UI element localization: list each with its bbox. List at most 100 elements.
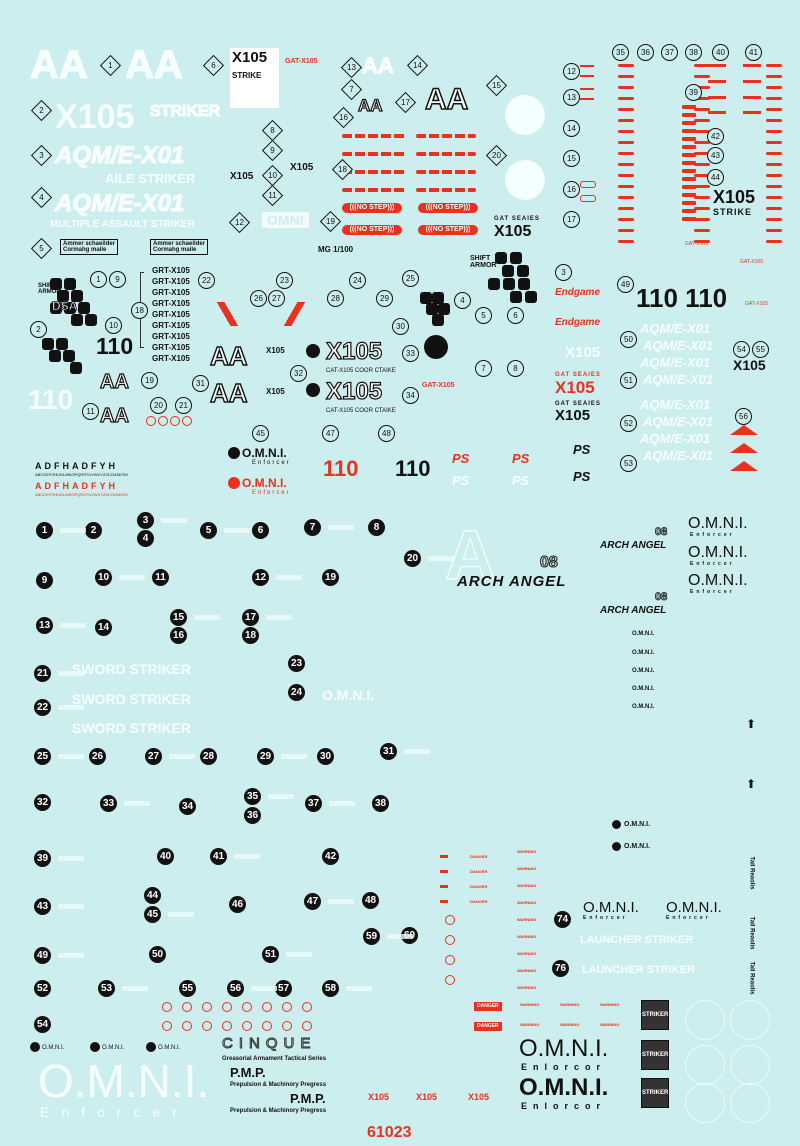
red-mark [618, 163, 634, 166]
x105-black-logo: X105 [555, 407, 591, 424]
red-arrow-mark [440, 870, 448, 873]
diamond-number-marker: 8 [261, 119, 284, 142]
aa-logo-white: AA [125, 43, 184, 87]
circle-number-marker: 8 [507, 360, 524, 377]
aqm-item: AQM/E-X01 [640, 397, 711, 412]
ps-logo-black: PS [573, 442, 591, 457]
black-number-marker: 30 [317, 748, 334, 765]
arch-angel-logo: ARCH ANGEL [600, 605, 667, 616]
black-number-marker: 10 [95, 569, 112, 586]
red-dash-stripe [416, 188, 476, 192]
red-mark [766, 196, 782, 199]
circle-number-marker: 20 [150, 397, 167, 414]
gat-x105-text: GAT-X105 [422, 382, 455, 389]
red-mark [694, 75, 710, 78]
black-number-marker: 53 [98, 980, 115, 997]
endgame-logo: Endgame [555, 317, 601, 328]
x105-strike-logo: X105 [713, 187, 756, 207]
red-ring-mark [242, 1002, 252, 1012]
red-mark [618, 218, 634, 221]
circle-number-marker: 33 [402, 345, 419, 362]
red-dash-stripe [416, 170, 476, 174]
hexagon-cell [510, 252, 522, 264]
aqm-item: AQM/E-X01 [643, 338, 714, 353]
danger-label: DANGER [470, 869, 488, 874]
diamond-number-marker: 18 [331, 158, 354, 181]
white-emblem [505, 160, 545, 200]
red-mark [694, 130, 710, 133]
alphabet-small-red: ABCDEFGHIJKLMNOPQRSTUVWXYZ0123456789 [35, 492, 128, 497]
black-number-marker: 45 [144, 906, 161, 923]
black-number-marker: 24 [288, 684, 305, 701]
mg-scale-text: MG 1/100 [318, 245, 354, 254]
danger-label: DANGER [470, 884, 488, 889]
hexagon-cell [426, 303, 438, 315]
circle-number-marker: 49 [617, 276, 634, 293]
circle-number-marker: 48 [378, 425, 395, 442]
hexagon-cell [42, 338, 54, 350]
enforcer-text: Enforcer [690, 532, 735, 538]
hexagon-cell [50, 302, 62, 314]
black-number-marker: 76 [552, 960, 569, 977]
red-mark [694, 240, 710, 243]
black-number-marker: 46 [229, 896, 246, 913]
diamond-number-marker: 11 [261, 184, 284, 207]
black-number-marker: 35 [244, 788, 261, 805]
omni-white: O.M.N.I. [322, 687, 375, 703]
hexagon-cell [78, 302, 90, 314]
diamond-number-marker: 3 [30, 144, 53, 167]
x105-small-label: X105 [266, 346, 285, 355]
cat-caption: CAT-X105 COOR CTAIKE [326, 368, 396, 374]
black-number-marker: 16 [170, 627, 187, 644]
red-ring-mark [182, 416, 192, 426]
number-08: 08 [655, 526, 668, 538]
diamond-number-marker: 10 [261, 164, 284, 187]
sword-striker-text: SWORD STRIKER [72, 720, 191, 736]
warning-label: WARNING [517, 849, 537, 854]
red-mark [682, 161, 696, 165]
omni-emblem [612, 842, 621, 851]
omni-white-box: OMNI [262, 212, 309, 228]
ammer-label: Ammer schaeilder Cormahg maile [60, 239, 119, 255]
marker-number: 14 [413, 61, 422, 70]
circle-number-marker: 43 [707, 147, 724, 164]
circle-number-marker: 14 [563, 120, 580, 137]
red-mark [580, 75, 594, 77]
white-bar-decal [58, 953, 84, 958]
red-mark [682, 129, 696, 133]
aqm-item: AQM/E-X01 [640, 321, 711, 336]
danger-label: DANGER [470, 899, 488, 904]
white-bar-decal [286, 952, 312, 957]
striker-badge: STRIKER [641, 1078, 669, 1108]
red-mark [618, 64, 634, 67]
circle-number-marker: 45 [252, 425, 269, 442]
black-number-marker: 38 [372, 795, 389, 812]
endgame-logo: Endgame [555, 287, 601, 298]
white-bar-decal [58, 754, 84, 759]
white-circle [685, 1045, 725, 1085]
hexagon-cell [70, 362, 82, 374]
x105-small-label: X105 [290, 162, 314, 173]
red-target-mark [445, 935, 455, 945]
gat-x105-text: GAT-X105 [285, 58, 318, 65]
black-number-marker: 52 [34, 980, 51, 997]
red-mark [708, 96, 726, 99]
red-ring-mark [202, 1002, 212, 1012]
circle-number-marker: 12 [563, 63, 580, 80]
red-mark [618, 196, 634, 199]
no-step-label: (((NO STEP))) [342, 203, 402, 213]
black-number-marker: 12 [252, 569, 269, 586]
x105-text: X105 [232, 49, 268, 66]
marker-number: 17 [401, 98, 410, 107]
red-mark [694, 207, 710, 210]
red-mark [580, 65, 594, 67]
tail-text-vertical: Tail Reaolis [748, 916, 755, 950]
omni-logo: O.M.N.I. [666, 899, 722, 916]
black-number-marker: 44 [144, 887, 161, 904]
omni-small: O.M.N.I. [632, 631, 655, 637]
marker-number: 13 [347, 63, 356, 72]
circle-number-marker: 47 [322, 425, 339, 442]
grt-x105-item: GRT-X105 [152, 288, 190, 297]
black-number-marker: 9 [36, 572, 53, 589]
red-mark [618, 240, 634, 243]
